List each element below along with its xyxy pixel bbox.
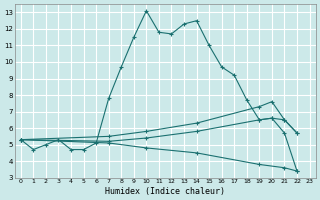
X-axis label: Humidex (Indice chaleur): Humidex (Indice chaleur) <box>105 187 225 196</box>
